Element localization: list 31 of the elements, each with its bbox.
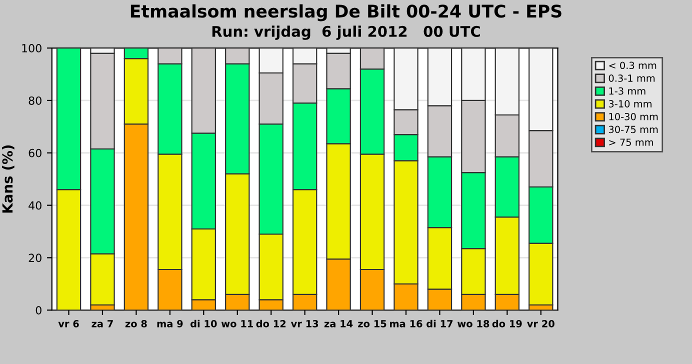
x-tick-label: vr 20 xyxy=(527,320,554,328)
x-tick-label: za 14 xyxy=(324,320,353,328)
x-tick-label: zo 8 xyxy=(125,320,147,328)
y-tick-label: 0 xyxy=(36,306,42,315)
y-axis-title: Kans (%) xyxy=(2,145,14,213)
legend-label: 3-10 mm xyxy=(608,100,652,108)
x-tick-label: zo 15 xyxy=(358,320,386,328)
y-tick-label: 20 xyxy=(28,254,42,262)
x-tick-label: do 19 xyxy=(492,320,522,328)
x-tick-label: vr 6 xyxy=(58,320,79,328)
x-tick-label: ma 9 xyxy=(157,320,183,328)
x-tick-label: di 10 xyxy=(190,320,217,328)
x-tick-label: wo 11 xyxy=(221,320,253,328)
y-tick-label: 80 xyxy=(28,96,42,105)
chart-subtitle: Run: vrijdag 6 juli 2012 00 UTC xyxy=(212,26,480,40)
y-tick-label: 100 xyxy=(22,44,42,52)
x-tick-label: do 12 xyxy=(256,320,286,328)
legend-label: 1-3 mm xyxy=(609,87,646,95)
legend-label: < 0.3 mm xyxy=(609,62,656,70)
legend-label: 0.3-1 mm xyxy=(608,74,655,82)
legend-label: 10-30 mm xyxy=(609,112,658,120)
x-tick-label: wo 18 xyxy=(457,320,490,328)
chart-title: Etmaalsom neerslag De Bilt 00-24 UTC - EPS xyxy=(130,4,562,22)
legend-label: 30-75 mm xyxy=(608,126,658,134)
y-tick-label: 60 xyxy=(28,148,42,158)
x-tick-label: vr 13 xyxy=(290,320,318,328)
legend-label: > 75 mm xyxy=(609,138,654,146)
x-tick-label: za 7 xyxy=(92,320,113,328)
x-tick-label: di 17 xyxy=(426,320,453,328)
x-tick-label: ma 16 xyxy=(390,320,422,328)
y-tick-label: 40 xyxy=(28,201,42,210)
